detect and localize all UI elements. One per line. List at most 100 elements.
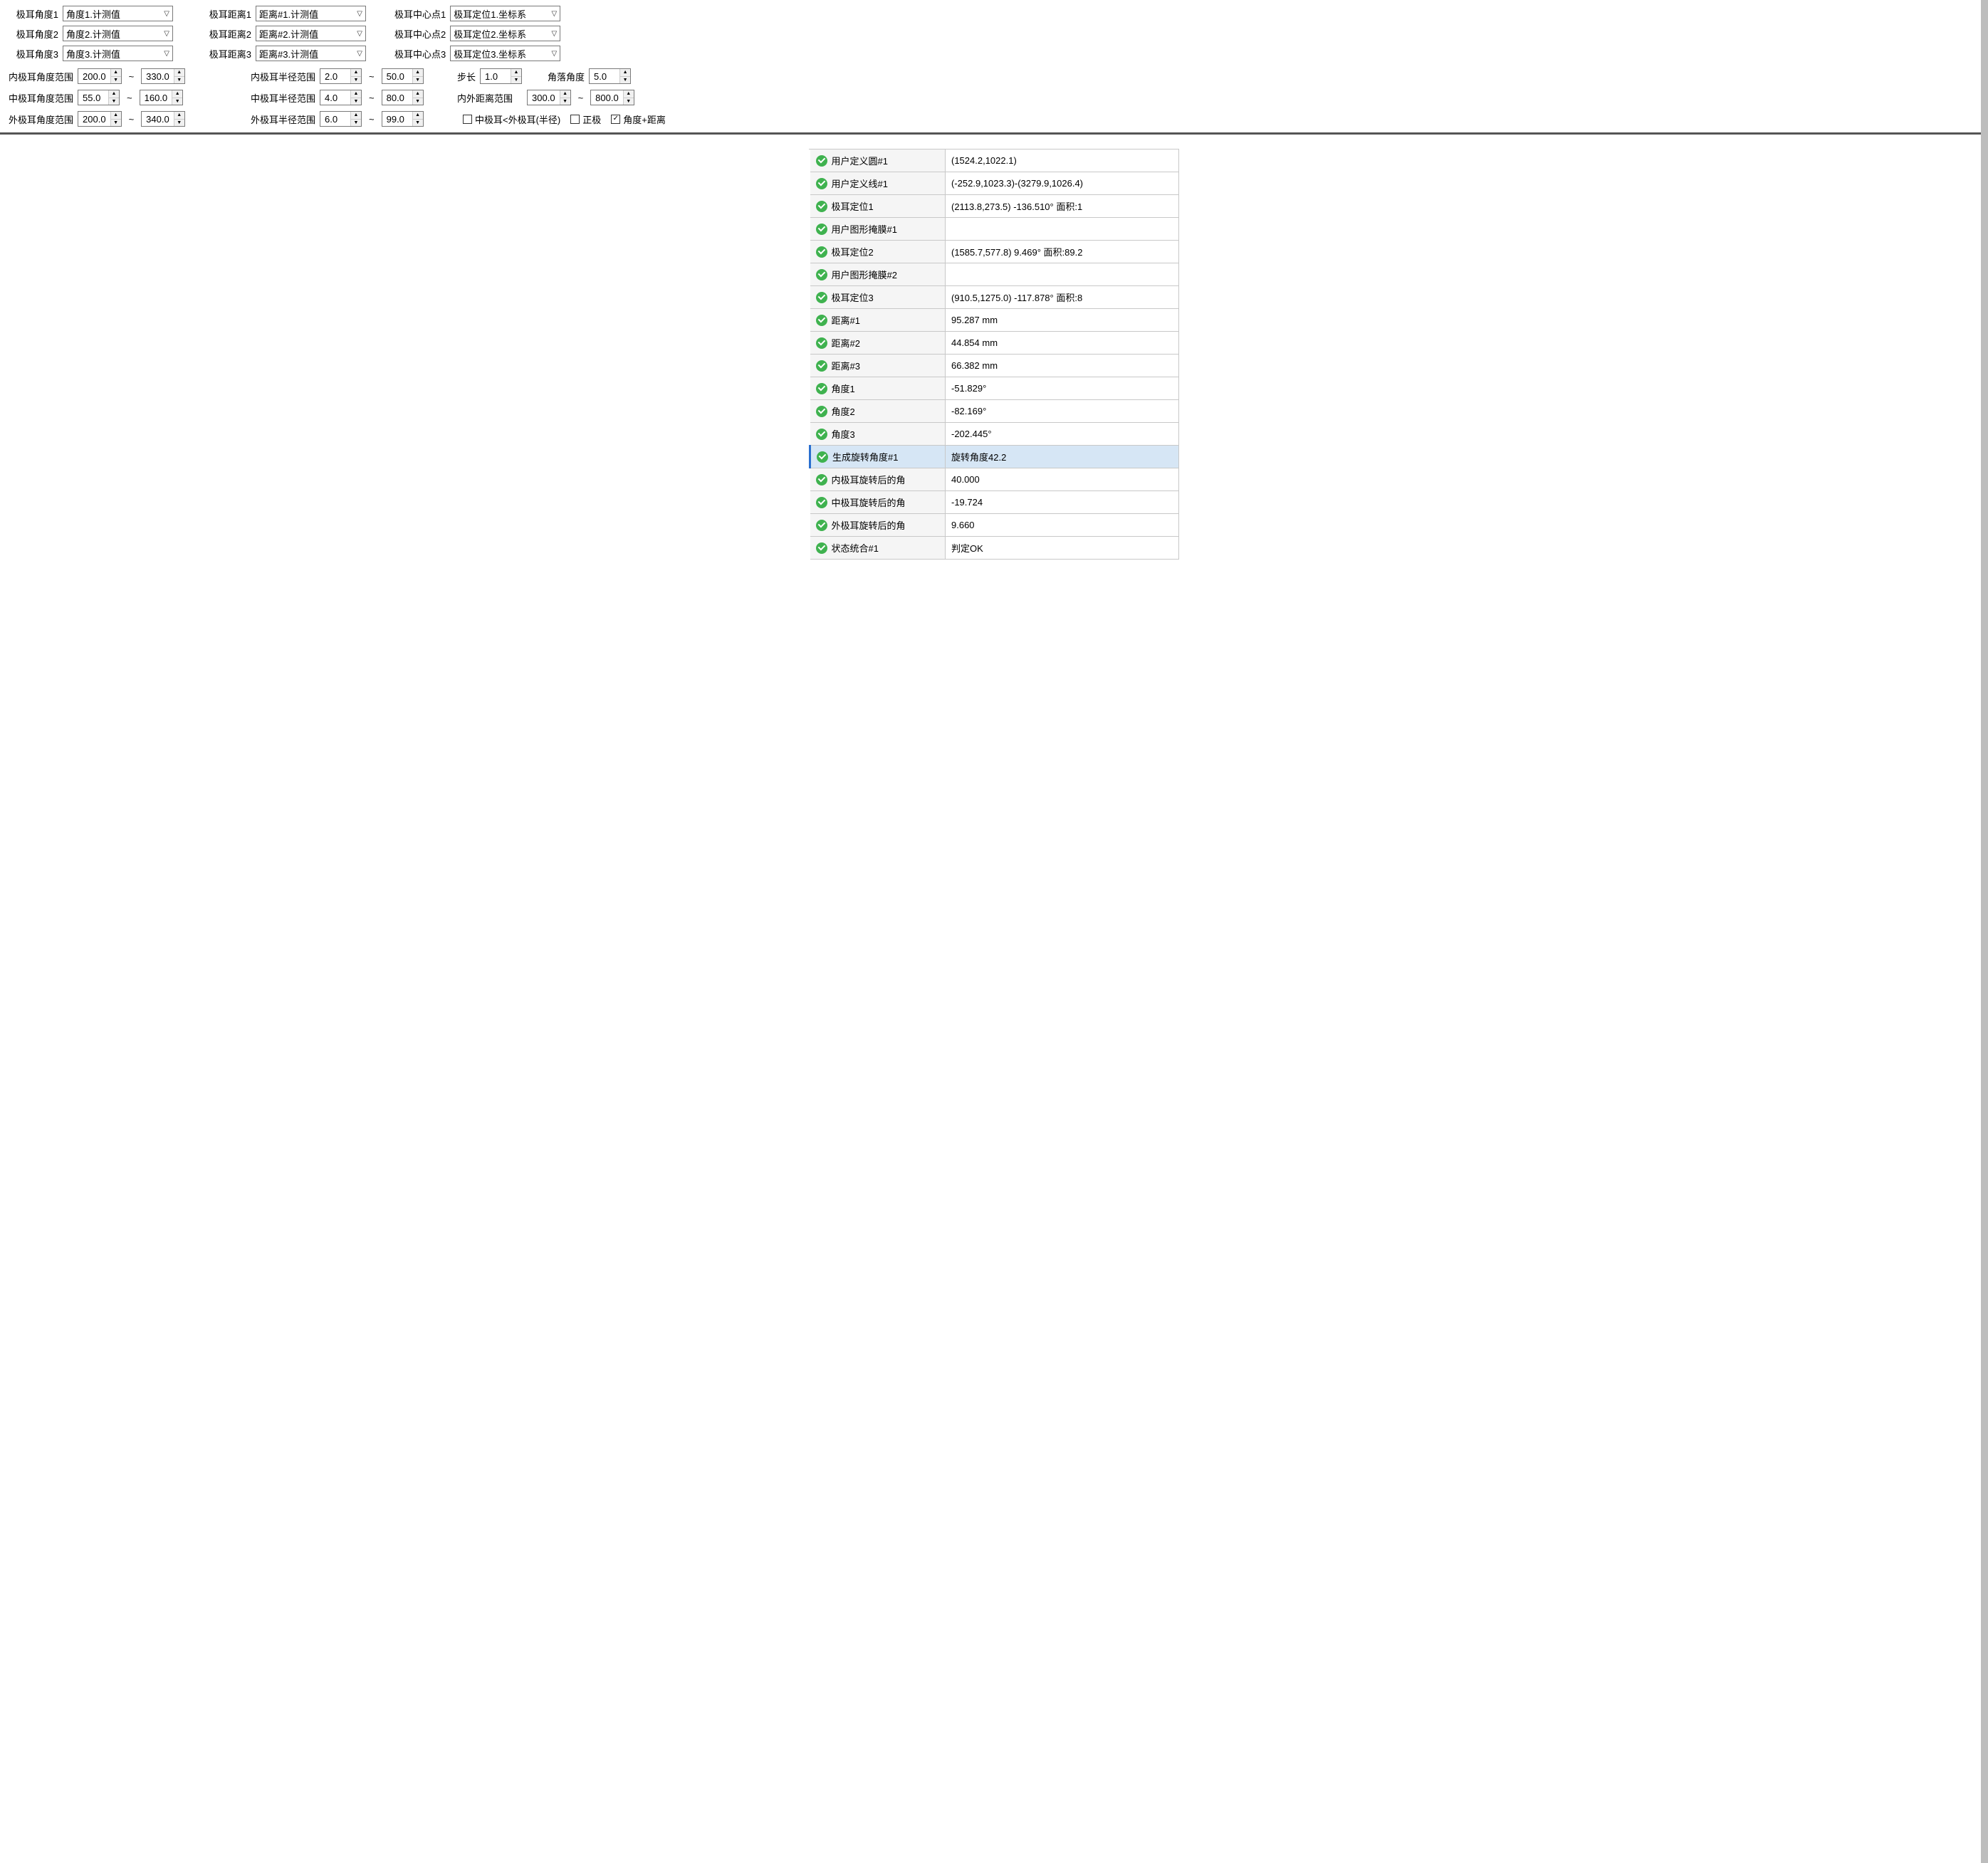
result-name-cell: 角度1: [810, 377, 946, 400]
spin-down-icon[interactable]: ▼: [111, 77, 121, 84]
spin-up-icon[interactable]: ▲: [413, 69, 423, 77]
label-inout-dist: 内外距离范围: [457, 91, 513, 105]
result-name: 用户图形掩膜#2: [832, 268, 897, 281]
spin-up-icon[interactable]: ▲: [351, 112, 361, 120]
spinner-middle-radius-hi[interactable]: 80.0▲▼: [382, 90, 424, 105]
select-angle1[interactable]: 角度1.计测值 ▽: [63, 6, 173, 21]
result-value-cell: 66.382 mm: [946, 355, 1179, 377]
select-angle3[interactable]: 角度3.计测值 ▽: [63, 46, 173, 61]
spinner-step[interactable]: 1.0▲▼: [480, 68, 522, 84]
checkbox-positive[interactable]: 正极: [570, 112, 601, 126]
table-row[interactable]: 角度2-82.169°: [810, 400, 1179, 423]
label-dist1: 极耳距离1: [202, 7, 251, 21]
spin-up-icon[interactable]: ▲: [174, 112, 184, 120]
spin-down-icon[interactable]: ▼: [413, 120, 423, 127]
select-angle2[interactable]: 角度2.计测值 ▽: [63, 26, 173, 41]
spin-up-icon[interactable]: ▲: [111, 69, 121, 77]
select-dist1[interactable]: 距离#1.计测值 ▽: [256, 6, 366, 21]
checkbox-mid-lt-out[interactable]: 中极耳<外极耳(半径): [463, 112, 560, 126]
spin-up-icon[interactable]: ▲: [351, 90, 361, 98]
checkbox-angle-dist[interactable]: ✓ 角度+距离: [611, 112, 666, 126]
spinner-outer-radius-hi[interactable]: 99.0▲▼: [382, 111, 424, 127]
result-name: 用户图形掩膜#1: [832, 222, 897, 236]
spinner-outer-angle-hi[interactable]: 340.0▲▼: [141, 111, 185, 127]
spin-down-icon[interactable]: ▼: [624, 98, 634, 105]
table-row[interactable]: 距离#195.287 mm: [810, 309, 1179, 332]
table-row[interactable]: 外极耳旋转后的角9.660: [810, 514, 1179, 537]
spin-down-icon[interactable]: ▼: [351, 98, 361, 105]
spin-up-icon[interactable]: ▲: [560, 90, 570, 98]
spinner-outer-radius-lo[interactable]: 6.0▲▼: [320, 111, 362, 127]
spin-up-icon[interactable]: ▲: [351, 69, 361, 77]
ok-icon: [817, 451, 828, 463]
spin-down-icon[interactable]: ▼: [413, 98, 423, 105]
spinner-row-3: 外极耳角度范围 200.0▲▼ ~ 340.0▲▼ 外极耳半径范围 6.0▲▼ …: [9, 111, 1979, 127]
ok-icon: [816, 360, 827, 372]
table-row[interactable]: 用户图形掩膜#2: [810, 263, 1179, 286]
spin-up-icon[interactable]: ▲: [172, 90, 182, 98]
table-row[interactable]: 极耳定位1(2113.8,273.5) -136.510° 面积:1: [810, 195, 1179, 218]
table-row[interactable]: 用户定义圆#1(1524.2,1022.1): [810, 149, 1179, 172]
result-name-cell: 用户定义线#1: [810, 172, 946, 195]
result-name-cell: 极耳定位3: [810, 286, 946, 309]
spin-up-icon[interactable]: ▲: [109, 90, 119, 98]
table-row[interactable]: 中极耳旋转后的角-19.724: [810, 491, 1179, 514]
spin-down-icon[interactable]: ▼: [351, 120, 361, 127]
select-center3[interactable]: 极耳定位3.坐标系 ▽: [450, 46, 560, 61]
spin-up-icon[interactable]: ▲: [511, 69, 521, 77]
spin-down-icon[interactable]: ▼: [109, 98, 119, 105]
checkbox-mid-lt-out-label: 中极耳<外极耳(半径): [475, 112, 560, 126]
table-row[interactable]: 距离#366.382 mm: [810, 355, 1179, 377]
spinner-inner-radius-lo[interactable]: 2.0▲▼: [320, 68, 362, 84]
table-row[interactable]: 角度3-202.445°: [810, 423, 1179, 446]
spin-down-icon[interactable]: ▼: [413, 77, 423, 84]
spin-down-icon[interactable]: ▼: [172, 98, 182, 105]
table-row[interactable]: 角度1-51.829°: [810, 377, 1179, 400]
spin-up-icon[interactable]: ▲: [174, 69, 184, 77]
spin-down-icon[interactable]: ▼: [351, 77, 361, 84]
result-name-cell: 中极耳旋转后的角: [810, 491, 946, 514]
result-name: 角度3: [832, 427, 855, 441]
result-name: 距离#2: [832, 336, 860, 350]
select-center2[interactable]: 极耳定位2.坐标系 ▽: [450, 26, 560, 41]
spin-down-icon[interactable]: ▼: [620, 77, 630, 84]
result-value-cell: -82.169°: [946, 400, 1179, 423]
spinner-inout-dist-lo[interactable]: 300.0▲▼: [527, 90, 571, 105]
select-center1[interactable]: 极耳定位1.坐标系 ▽: [450, 6, 560, 21]
spinner-outer-angle-lo[interactable]: 200.0▲▼: [78, 111, 122, 127]
table-row[interactable]: 用户定义线#1(-252.9,1023.3)-(3279.9,1026.4): [810, 172, 1179, 195]
spin-down-icon[interactable]: ▼: [174, 120, 184, 127]
spin-up-icon[interactable]: ▲: [620, 69, 630, 77]
select-dist2[interactable]: 距离#2.计测值 ▽: [256, 26, 366, 41]
spinner-inout-dist-hi[interactable]: 800.0▲▼: [590, 90, 634, 105]
table-row[interactable]: 用户图形掩膜#1: [810, 218, 1179, 241]
spinner-inner-angle-lo[interactable]: 200.0▲▼: [78, 68, 122, 84]
chevron-down-icon: ▽: [164, 10, 169, 18]
select-angle1-value: 角度1.计测值: [66, 7, 120, 21]
select-dist3[interactable]: 距离#3.计测值 ▽: [256, 46, 366, 61]
spinner-corner-angle[interactable]: 5.0▲▼: [589, 68, 631, 84]
table-row[interactable]: 状态统合#1判定OK: [810, 537, 1179, 560]
spinner-inner-angle-hi[interactable]: 330.0▲▼: [141, 68, 185, 84]
spin-down-icon[interactable]: ▼: [174, 77, 184, 84]
table-row[interactable]: 距离#244.854 mm: [810, 332, 1179, 355]
label-outer-angle: 外极耳角度范围: [9, 112, 73, 126]
spinner-middle-angle-lo[interactable]: 55.0▲▼: [78, 90, 120, 105]
spin-up-icon[interactable]: ▲: [111, 112, 121, 120]
spin-down-icon[interactable]: ▼: [560, 98, 570, 105]
select-angle3-value: 角度3.计测值: [66, 47, 120, 61]
spinner-inner-radius-hi[interactable]: 50.0▲▼: [382, 68, 424, 84]
result-name: 内极耳旋转后的角: [832, 473, 906, 486]
table-row[interactable]: 极耳定位3(910.5,1275.0) -117.878° 面积:8: [810, 286, 1179, 309]
spin-up-icon[interactable]: ▲: [413, 90, 423, 98]
spin-up-icon[interactable]: ▲: [413, 112, 423, 120]
spinner-middle-angle-hi[interactable]: 160.0▲▼: [140, 90, 184, 105]
table-row[interactable]: 极耳定位2(1585.7,577.8) 9.469° 面积:89.2: [810, 241, 1179, 263]
spinner-middle-radius-lo[interactable]: 4.0▲▼: [320, 90, 362, 105]
spin-up-icon[interactable]: ▲: [624, 90, 634, 98]
spin-down-icon[interactable]: ▼: [111, 120, 121, 127]
table-row[interactable]: 内极耳旋转后的角40.000: [810, 468, 1179, 491]
table-row[interactable]: 生成旋转角度#1旋转角度42.2: [810, 446, 1179, 468]
spin-down-icon[interactable]: ▼: [511, 77, 521, 84]
result-name: 生成旋转角度#1: [832, 450, 898, 463]
